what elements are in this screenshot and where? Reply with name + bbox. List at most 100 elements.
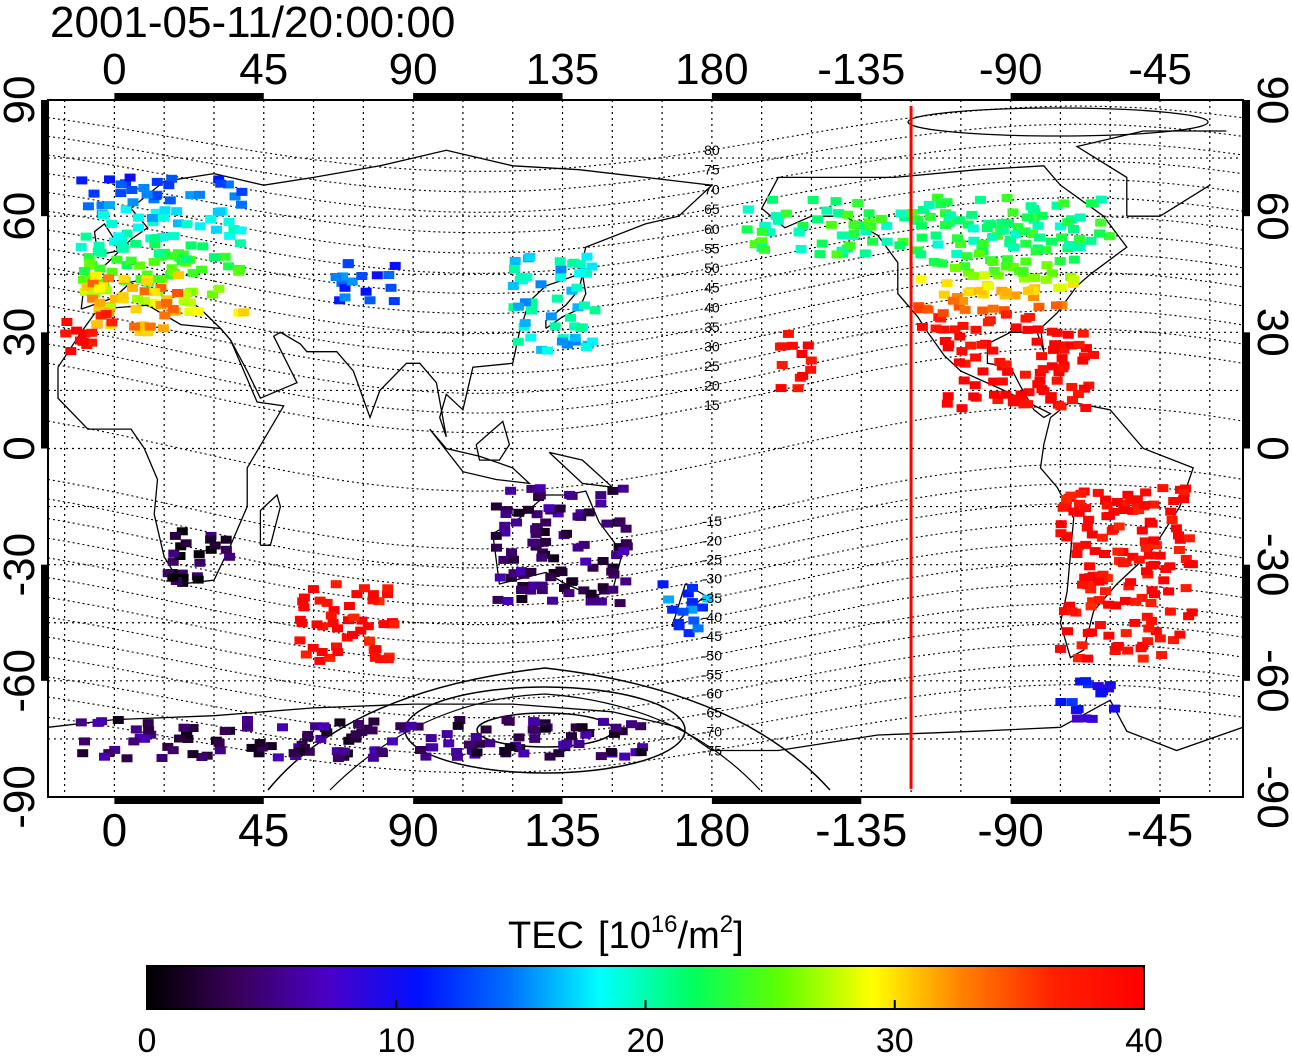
tec-point [499, 747, 511, 755]
tec-point [298, 593, 310, 602]
tec-point [181, 731, 193, 739]
tec-point [764, 228, 776, 237]
tec-point [962, 288, 974, 297]
colorbar-title: TEC [1016/m2] [508, 911, 744, 957]
tec-point [1062, 218, 1074, 227]
tec-point [79, 288, 91, 296]
tec-point [969, 381, 981, 390]
tec-point [1081, 523, 1093, 532]
tec-point [360, 287, 372, 296]
tec-point [637, 743, 649, 752]
tec-point [583, 508, 595, 517]
tec-point [171, 207, 183, 216]
tec-point [581, 252, 593, 261]
tec-point [525, 567, 537, 576]
tec-point [1010, 230, 1022, 239]
tec-point [1157, 484, 1169, 493]
tec-point [127, 284, 138, 292]
bottom-lon-label: -45 [1127, 804, 1193, 856]
tec-point [1103, 232, 1115, 241]
tec-point [93, 305, 105, 314]
tec-point [167, 304, 179, 313]
tec-point [610, 723, 622, 732]
tec-point [86, 328, 98, 337]
tec-point [682, 589, 694, 598]
tec-point [388, 620, 400, 629]
contour-labels: 80 75 70 65 60 55 50 45 40 35 30 25 20 15 -15 -20 -25 -30… [702, 142, 722, 759]
tec-point [932, 240, 944, 249]
tec-point [1048, 345, 1059, 354]
tec-point [137, 321, 149, 330]
tec-point [1040, 246, 1051, 255]
tec-point [1183, 534, 1195, 543]
tec-point [949, 264, 961, 272]
tec-point [332, 624, 343, 633]
tec-point [511, 518, 522, 527]
contour-label: 25 [704, 358, 720, 374]
tec-point [996, 377, 1008, 386]
left-lat-label: 60 [0, 192, 44, 241]
tec-point [293, 743, 305, 752]
contour-label: -25 [702, 552, 722, 568]
tec-point [1086, 628, 1098, 637]
tec-point [367, 753, 379, 762]
tec-point [895, 209, 907, 218]
tec-point [339, 293, 351, 302]
tec-point [181, 220, 193, 229]
tec-point [236, 200, 247, 209]
contour-label: 15 [704, 397, 720, 413]
tec-point [256, 743, 268, 752]
tec-point [1083, 515, 1095, 524]
tec-point [425, 734, 437, 743]
tec-point [988, 390, 1000, 399]
tec-point [821, 206, 833, 215]
tec-point [298, 603, 310, 612]
tec-point [1103, 600, 1115, 609]
top-longitude-labels: 0 45 90 135 180 -135 -90 -45 [102, 45, 1192, 94]
tec-point [1133, 506, 1145, 515]
tec-point [82, 202, 94, 211]
tec-point [208, 253, 220, 262]
tec-point [595, 499, 607, 508]
tec-point [509, 257, 521, 265]
tec-point [1077, 356, 1089, 365]
tec-point [214, 207, 226, 216]
tec-point [955, 240, 967, 249]
tec-point [1027, 230, 1038, 238]
tec-point [75, 242, 87, 251]
contour-label: -40 [702, 609, 722, 625]
tec-point [106, 219, 118, 228]
tec-point [915, 221, 927, 230]
tec-point [1110, 601, 1122, 610]
tec-point [1156, 651, 1168, 659]
tec-point [1096, 533, 1108, 542]
tec-point [163, 181, 175, 190]
coastline [93, 222, 119, 256]
tec-point [168, 549, 180, 558]
tec-point [176, 527, 188, 536]
tec-point [974, 249, 985, 258]
tec-point [1178, 488, 1190, 497]
tec-point [367, 596, 379, 605]
tec-point [956, 404, 968, 413]
tec-point [338, 747, 350, 756]
tec-point [343, 602, 355, 610]
tec-point [223, 217, 235, 226]
tec-point [375, 655, 386, 664]
tec-point [150, 191, 162, 200]
tec-point [325, 611, 337, 620]
tec-point [121, 754, 133, 763]
tec-point [1017, 266, 1029, 275]
tec-point [987, 346, 999, 355]
tec-point [531, 510, 543, 519]
tec-point [388, 297, 400, 306]
tec-point [265, 742, 277, 751]
tec-point [959, 305, 971, 314]
tec-point [1000, 288, 1012, 297]
tec-point [924, 212, 936, 221]
tec-point [536, 586, 548, 595]
tec-point [205, 545, 217, 554]
tec-point [272, 753, 284, 762]
tec-point [77, 275, 89, 284]
tec-point [92, 247, 104, 256]
